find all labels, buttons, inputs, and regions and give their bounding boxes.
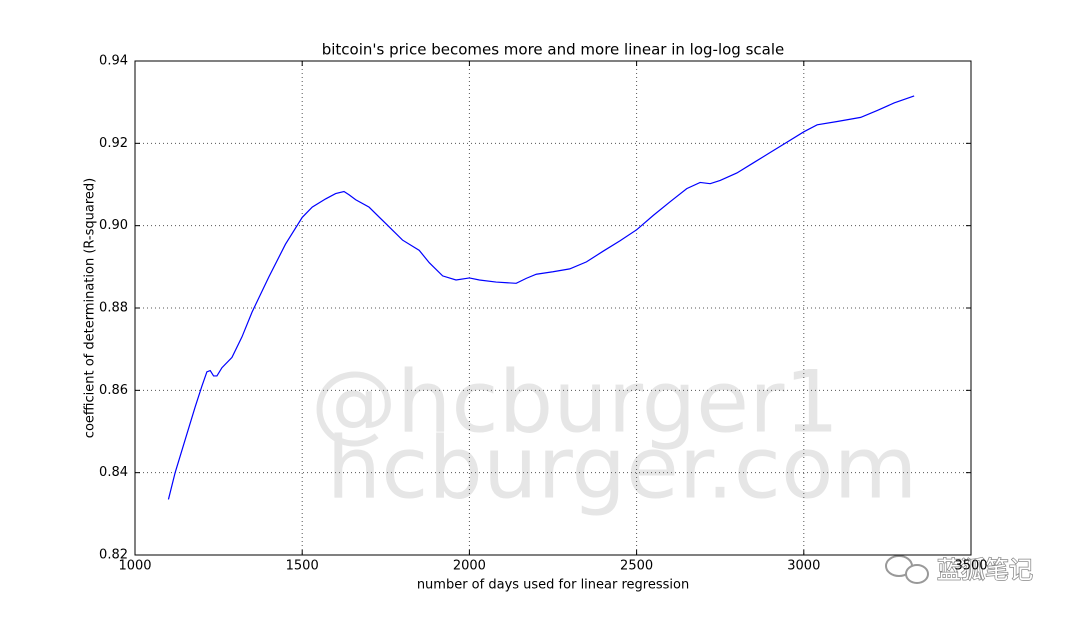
y-tick-label: 0.92 xyxy=(99,136,128,151)
y-tick-label: 0.94 xyxy=(99,54,128,69)
chart-title: bitcoin's price becomes more and more li… xyxy=(322,41,785,59)
line-series xyxy=(167,95,915,500)
x-tick-label: 2500 xyxy=(620,559,653,574)
x-tick-label: 1000 xyxy=(118,559,151,574)
y-tick-label: 0.82 xyxy=(99,548,128,563)
y-axis-label: coefficient of determination (R-squared) xyxy=(83,178,98,438)
y-tick-label: 0.90 xyxy=(99,218,128,233)
wechat-logo xyxy=(885,555,929,584)
y-tick-label: 0.86 xyxy=(99,383,128,398)
x-tick-label: 3000 xyxy=(787,559,820,574)
x-tick-label: 2000 xyxy=(453,559,486,574)
watermark: hcburger.com xyxy=(327,418,918,518)
y-tick-label: 0.84 xyxy=(99,465,128,480)
x-tick-label: 1500 xyxy=(286,559,319,574)
watermark: @hcburger1 xyxy=(311,352,839,452)
plot-frame xyxy=(134,60,972,556)
x-tick-label: 3500 xyxy=(954,559,987,574)
x-axis-label: number of days used for linear regressio… xyxy=(417,578,689,593)
watermark: 蓝狐笔记 xyxy=(937,556,1033,584)
y-tick-label: 0.88 xyxy=(99,301,128,316)
